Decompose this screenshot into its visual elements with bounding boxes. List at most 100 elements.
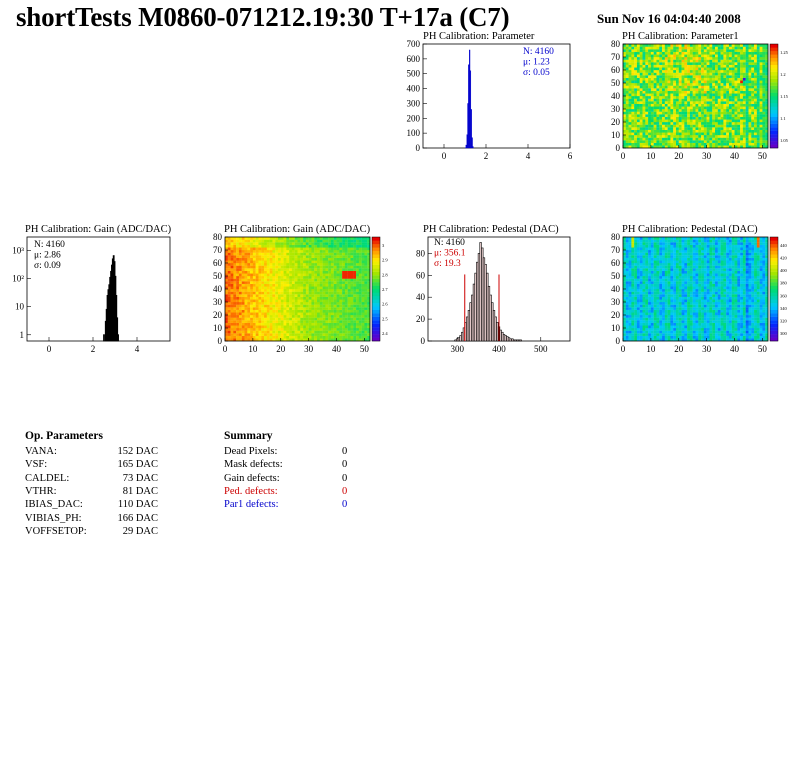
heatmap-cell bbox=[367, 325, 371, 329]
heatmap-cell bbox=[720, 132, 724, 136]
heatmap-cell bbox=[731, 64, 735, 68]
heatmap-cell bbox=[330, 330, 334, 334]
heatmap-cell bbox=[740, 90, 744, 94]
heatmap-cell bbox=[297, 255, 301, 258]
heatmap-cell bbox=[294, 239, 298, 243]
heatmap-cell bbox=[308, 239, 312, 243]
heatmap-cell bbox=[698, 116, 702, 120]
heatmap-cell bbox=[740, 70, 744, 73]
heatmap-cell bbox=[634, 315, 638, 318]
heatmap-cell bbox=[709, 111, 713, 115]
heatmap-cell bbox=[759, 109, 763, 112]
heatmap-cell bbox=[673, 54, 677, 58]
heatmap-cell bbox=[631, 333, 635, 336]
heatmap-cell bbox=[709, 64, 713, 68]
heatmap-cell bbox=[642, 330, 646, 334]
heatmap-cell bbox=[675, 75, 679, 78]
heatmap-cell bbox=[737, 111, 741, 115]
heatmap-cell bbox=[650, 322, 654, 326]
heatmap-cell bbox=[667, 57, 671, 60]
heatmap-cell bbox=[756, 49, 760, 52]
heatmap-cell bbox=[314, 265, 318, 269]
heatmap-cell bbox=[356, 255, 359, 258]
heatmap-cell bbox=[364, 325, 368, 329]
heatmap-cell bbox=[353, 309, 357, 313]
heatmap-cell bbox=[745, 85, 749, 89]
heatmap-cell bbox=[272, 286, 276, 290]
heatmap-cell bbox=[723, 80, 727, 84]
heatmap-cell bbox=[300, 312, 304, 316]
heatmap-cell bbox=[631, 116, 635, 120]
heatmap-cell bbox=[266, 242, 270, 245]
heatmap-cell bbox=[689, 72, 693, 76]
heatmap-cell bbox=[350, 330, 354, 334]
heatmap-cell bbox=[628, 312, 632, 316]
heatmap-cell bbox=[336, 325, 340, 329]
heatmap-cell bbox=[361, 273, 365, 277]
heatmap-cell bbox=[664, 57, 668, 60]
heatmap-cell bbox=[333, 325, 337, 329]
heatmap-cell bbox=[314, 247, 318, 251]
heatmap-cell bbox=[628, 103, 632, 107]
heatmap-cell bbox=[667, 145, 671, 149]
heatmap-cell bbox=[692, 83, 696, 86]
heatmap-cell bbox=[289, 335, 293, 339]
heatmap-cell bbox=[289, 268, 293, 271]
heatmap-cell bbox=[225, 270, 228, 274]
heatmap-cell bbox=[277, 239, 281, 243]
heatmap-cell bbox=[280, 270, 284, 274]
heatmap-cell bbox=[740, 59, 744, 63]
heatmap-cell bbox=[247, 325, 251, 329]
heatmap-cell bbox=[703, 88, 707, 91]
heatmap-cell bbox=[634, 127, 638, 130]
heatmap-cell bbox=[639, 54, 643, 58]
heatmap-cell bbox=[748, 124, 752, 128]
heatmap-cell bbox=[280, 286, 284, 290]
heatmap-cell bbox=[656, 273, 660, 277]
heatmap-cell bbox=[264, 278, 267, 282]
heatmap-cell bbox=[344, 294, 348, 297]
heatmap-cell bbox=[628, 317, 632, 321]
heatmap-cell bbox=[715, 83, 718, 86]
heatmap-cell bbox=[692, 106, 696, 110]
heatmap-cell bbox=[350, 304, 354, 308]
heatmap-cell bbox=[650, 96, 654, 99]
heatmap-cell bbox=[667, 124, 671, 128]
heatmap-cell bbox=[703, 49, 707, 52]
heatmap-cell bbox=[731, 96, 735, 99]
heatmap-cell bbox=[642, 109, 646, 112]
heatmap-cell bbox=[311, 260, 315, 264]
heatmap-cell bbox=[255, 322, 259, 326]
heatmap-cell bbox=[642, 75, 646, 78]
heatmap-cell bbox=[317, 312, 320, 316]
heatmap-cell bbox=[236, 242, 240, 245]
heatmap-cell bbox=[723, 64, 727, 68]
heatmap-cell bbox=[250, 257, 254, 261]
heatmap-cell bbox=[230, 250, 234, 253]
x-tick-label: 4 bbox=[135, 344, 140, 354]
heatmap-cell bbox=[294, 242, 298, 245]
heatmap-cell bbox=[709, 46, 713, 50]
heatmap-cell bbox=[342, 289, 346, 292]
heatmap-cell bbox=[361, 315, 365, 318]
heatmap-cell bbox=[698, 129, 702, 133]
heatmap-cell bbox=[689, 44, 693, 47]
heatmap-cell bbox=[244, 273, 248, 277]
heatmap-cell bbox=[634, 98, 638, 102]
heatmap-cell bbox=[280, 265, 284, 269]
heatmap-cell bbox=[333, 309, 337, 313]
heatmap-cell bbox=[748, 64, 752, 68]
heatmap-cell bbox=[628, 247, 632, 251]
heatmap-cell bbox=[344, 283, 348, 287]
heatmap-cell bbox=[636, 325, 640, 329]
heatmap-cell bbox=[634, 96, 638, 99]
heatmap-cell bbox=[339, 286, 343, 290]
heatmap-cell bbox=[695, 129, 699, 133]
heatmap-cell bbox=[639, 96, 643, 99]
heatmap-cell bbox=[642, 101, 646, 104]
heatmap-cell bbox=[636, 59, 640, 63]
heatmap-cell bbox=[631, 109, 635, 112]
heatmap-cell bbox=[361, 255, 365, 258]
heatmap-cell bbox=[726, 119, 730, 123]
heatmap-cell bbox=[684, 93, 688, 97]
